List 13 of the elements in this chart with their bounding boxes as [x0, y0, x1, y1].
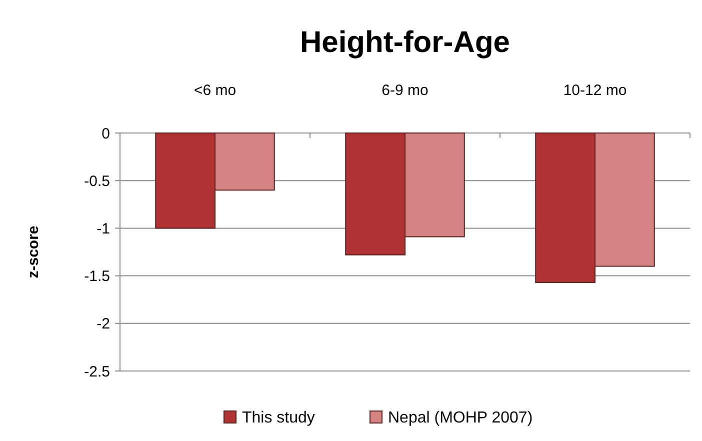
chart-title: Height-for-Age — [300, 26, 510, 59]
y-tick-label: -1.5 — [84, 268, 110, 286]
x-tick-label: <6 mo — [194, 82, 236, 99]
x-tick-label: 6-9 mo — [382, 82, 428, 99]
y-tick-label: 0 — [102, 125, 110, 142]
y-tick-label: -2 — [96, 316, 110, 333]
legend-label: Nepal (MOHP 2007) — [388, 410, 533, 427]
x-tick-label: 10-12 mo — [563, 82, 627, 99]
y-tick-label: -0.5 — [84, 172, 110, 190]
y-axis-title: z-score — [25, 226, 42, 278]
legend-label: This study — [242, 410, 315, 427]
y-tick-label: -2.5 — [84, 363, 110, 380]
y-tick-label: -1 — [96, 220, 110, 238]
